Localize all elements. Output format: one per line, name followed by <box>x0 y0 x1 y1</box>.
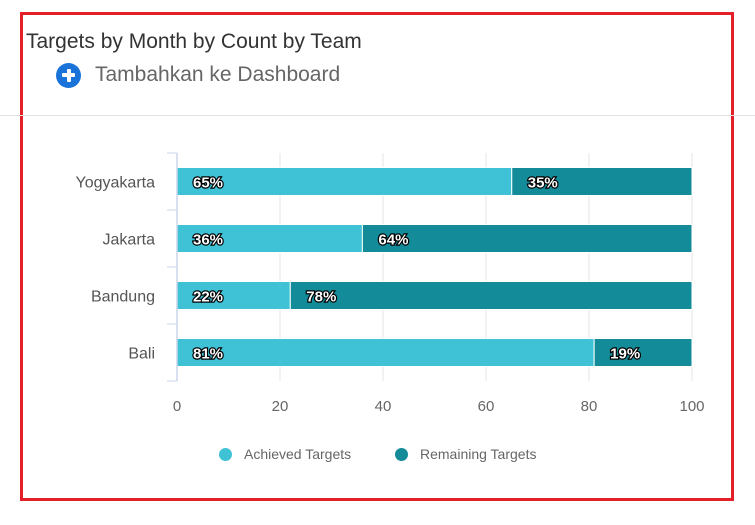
data-label-remaining: 35% <box>528 175 558 192</box>
data-label-achieved: 22% <box>193 289 223 306</box>
axes: 0 20 40 60 80 100 Yogyakarta Jakarta Bandung Bali <box>76 152 705 415</box>
bar-achieved <box>176 338 595 367</box>
card-title: Targets by Month by Count by Team <box>26 30 362 53</box>
legend-achieved-dot <box>219 447 232 461</box>
legend-remaining[interactable]: Remaining Targets <box>395 446 536 462</box>
category-label: Jakarta <box>103 232 156 249</box>
data-label-achieved: 81% <box>193 346 223 363</box>
legend-achieved[interactable]: Achieved Targets <box>219 446 351 462</box>
add-to-dashboard-label[interactable]: Tambahkan ke Dashboard <box>95 63 341 86</box>
x-tick-label: 40 <box>375 398 392 415</box>
bar-achieved <box>176 281 291 310</box>
x-tick-label: 20 <box>272 398 289 415</box>
divider <box>0 115 755 116</box>
bar-achieved <box>176 167 513 196</box>
x-tick-label: 60 <box>478 398 495 415</box>
plus-circle-icon[interactable] <box>56 62 81 88</box>
bar-remaining <box>289 281 693 310</box>
bar-achieved <box>176 224 363 253</box>
data-label-achieved: 65% <box>193 175 223 192</box>
data-label-remaining: 78% <box>306 289 336 306</box>
legend-achieved-label: Achieved Targets <box>244 446 352 462</box>
category-label: Bali <box>128 346 155 363</box>
category-label: Bandung <box>91 289 155 306</box>
category-label: Yogyakarta <box>76 175 156 192</box>
x-tick-label: 100 <box>679 398 704 415</box>
bar-remaining <box>361 224 693 253</box>
data-label-remaining: 19% <box>610 346 640 363</box>
x-tick-label: 0 <box>173 398 181 415</box>
bar-remaining <box>593 338 693 367</box>
chart-card <box>20 12 734 501</box>
bars: 65% 35% 36% 64% 22% 78% 81% 19% <box>176 167 693 367</box>
legend-remaining-label: Remaining Targets <box>420 446 537 462</box>
x-tick-label: 80 <box>581 398 598 415</box>
bar-remaining <box>511 167 693 196</box>
add-to-dashboard-button[interactable]: Tambahkan ke Dashboard <box>56 61 340 89</box>
data-label-remaining: 64% <box>378 232 408 249</box>
legend-remaining-dot <box>395 447 408 461</box>
data-label-achieved: 36% <box>193 232 223 249</box>
